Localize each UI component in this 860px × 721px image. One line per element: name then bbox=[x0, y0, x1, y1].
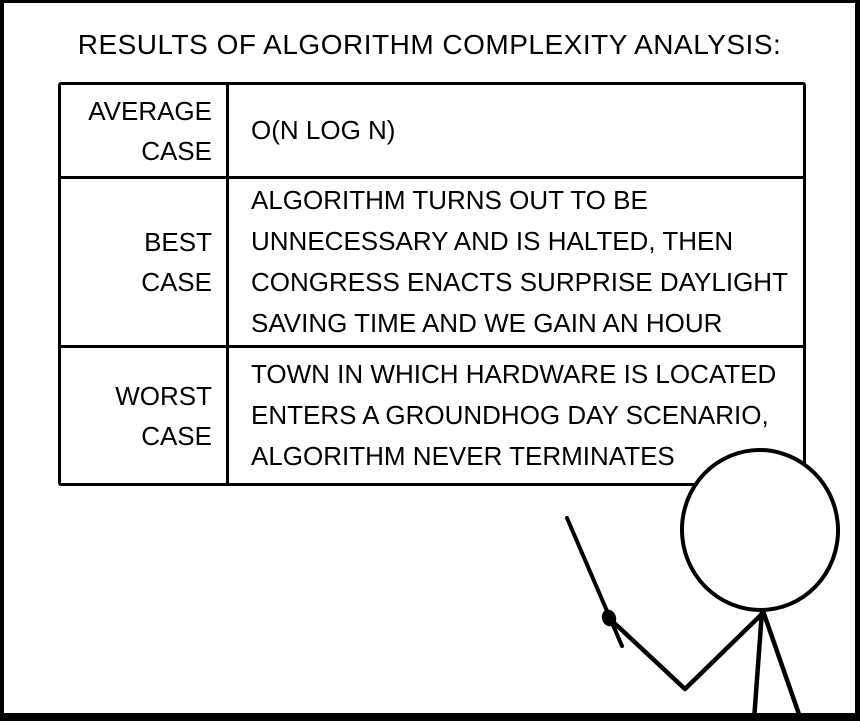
row-label-best-case: BEST CASE bbox=[141, 227, 212, 297]
table-row-best-case-label-cell: BEST CASE bbox=[61, 179, 229, 348]
table-row-best-case-value-cell: ALGORITHM TURNS OUT TO BE UNNECESSARY AN… bbox=[229, 179, 803, 348]
pointer-stick bbox=[565, 516, 624, 648]
table-row-average-case-value-cell: O(N LOG N) bbox=[229, 85, 803, 179]
value-line: TOWN IN WHICH HARDWARE IS LOCATED bbox=[251, 359, 777, 389]
value-line: ENTERS A GROUNDHOG DAY SCENARIO, bbox=[251, 400, 769, 430]
stick-figure-hand bbox=[601, 609, 617, 627]
value-line: CONGRESS ENACTS SURPRISE DAYLIGHT bbox=[251, 267, 788, 297]
value-line: SAVING TIME AND WE GAIN AN HOUR bbox=[251, 308, 723, 338]
row-label-worst-case: WORST CASE bbox=[115, 380, 212, 451]
stick-figure-leg-right bbox=[760, 608, 801, 713]
value-line: ALGORITHM TURNS OUT TO BE bbox=[251, 185, 648, 215]
stick-figure-arm bbox=[607, 610, 766, 692]
table-row-worst-case-label-cell: WORST CASE bbox=[61, 348, 229, 483]
value-line: UNNECESSARY AND IS HALTED, THEN bbox=[251, 226, 734, 256]
comic-title: RESULTS OF ALGORITHM COMPLEXITY ANALYSIS… bbox=[77, 29, 782, 60]
value-line: ALGORITHM NEVER TERMINATES bbox=[251, 441, 675, 471]
complexity-table: AVERAGE CASE O(N LOG N) BEST CASE ALGORI… bbox=[58, 82, 806, 486]
table-row-worst-case-value-cell: TOWN IN WHICH HARDWARE IS LOCATED ENTERS… bbox=[229, 348, 803, 483]
stick-figure-leg-left bbox=[752, 608, 765, 713]
table-row-average-case-label-cell: AVERAGE CASE bbox=[61, 85, 229, 179]
value-line: O(N LOG N) bbox=[251, 115, 396, 145]
row-label-average-case: AVERAGE CASE bbox=[88, 95, 212, 166]
